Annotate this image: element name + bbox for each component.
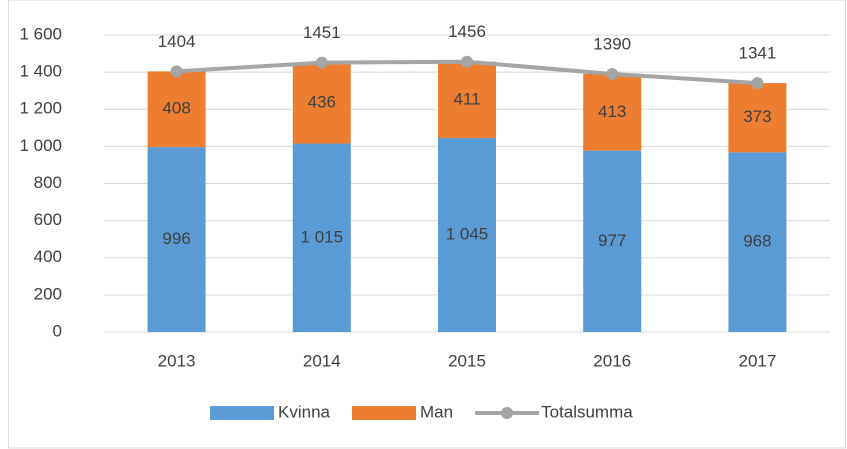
legend-swatch [351, 406, 416, 420]
y-tick-label: 1 400 [19, 62, 62, 81]
data-label: 1341 [738, 44, 776, 63]
bar-segment [728, 152, 787, 332]
bar-segment [583, 73, 642, 151]
bar-segment [292, 62, 351, 144]
data-label: 1456 [448, 22, 486, 41]
bar-segment [147, 147, 206, 332]
legend-label: Kvinna [278, 402, 331, 421]
y-tick-label: 1 000 [19, 136, 62, 155]
line-marker [606, 67, 619, 80]
chart-frame [8, 0, 846, 449]
y-tick-label: 200 [34, 284, 62, 303]
legend-swatch [210, 406, 274, 420]
x-tick-label: 2013 [158, 351, 196, 370]
y-tick-label: 800 [34, 173, 62, 192]
legend-label: Totalsumma [541, 402, 633, 421]
y-tick-label: 0 [53, 321, 62, 340]
x-tick-label: 2015 [448, 351, 486, 370]
data-label: 1390 [593, 34, 631, 53]
data-label: 977 [598, 231, 626, 250]
y-tick-label: 1 200 [19, 99, 62, 118]
y-tick-label: 1 600 [19, 24, 62, 43]
data-label: 1 015 [301, 227, 344, 246]
bar-segment [292, 143, 351, 332]
x-tick-label: 2016 [593, 351, 631, 370]
data-label: 1 045 [446, 224, 489, 243]
data-label: 408 [162, 99, 190, 118]
line-marker [461, 55, 473, 68]
data-label: 413 [598, 102, 626, 121]
data-label: 1404 [158, 32, 196, 51]
bar-segment [438, 61, 496, 139]
bar-segment [438, 138, 496, 332]
data-label: 1451 [303, 23, 341, 42]
data-label: 411 [453, 89, 480, 108]
data-label: 996 [162, 229, 190, 248]
bar-segment [728, 83, 787, 153]
x-tick-label: 2014 [303, 351, 341, 370]
legend-marker [501, 407, 514, 419]
line-marker [751, 77, 764, 90]
y-tick-label: 600 [34, 210, 62, 229]
line-marker [170, 65, 183, 78]
data-label: 436 [308, 93, 336, 112]
line-marker [315, 56, 328, 69]
x-tick-label: 2017 [738, 351, 776, 370]
data-label: 373 [743, 107, 771, 126]
bar-segment [147, 71, 206, 148]
legend-label: Man [420, 402, 453, 421]
bar-segment [583, 150, 642, 332]
y-tick-label: 400 [34, 247, 62, 266]
data-label: 968 [743, 232, 771, 251]
